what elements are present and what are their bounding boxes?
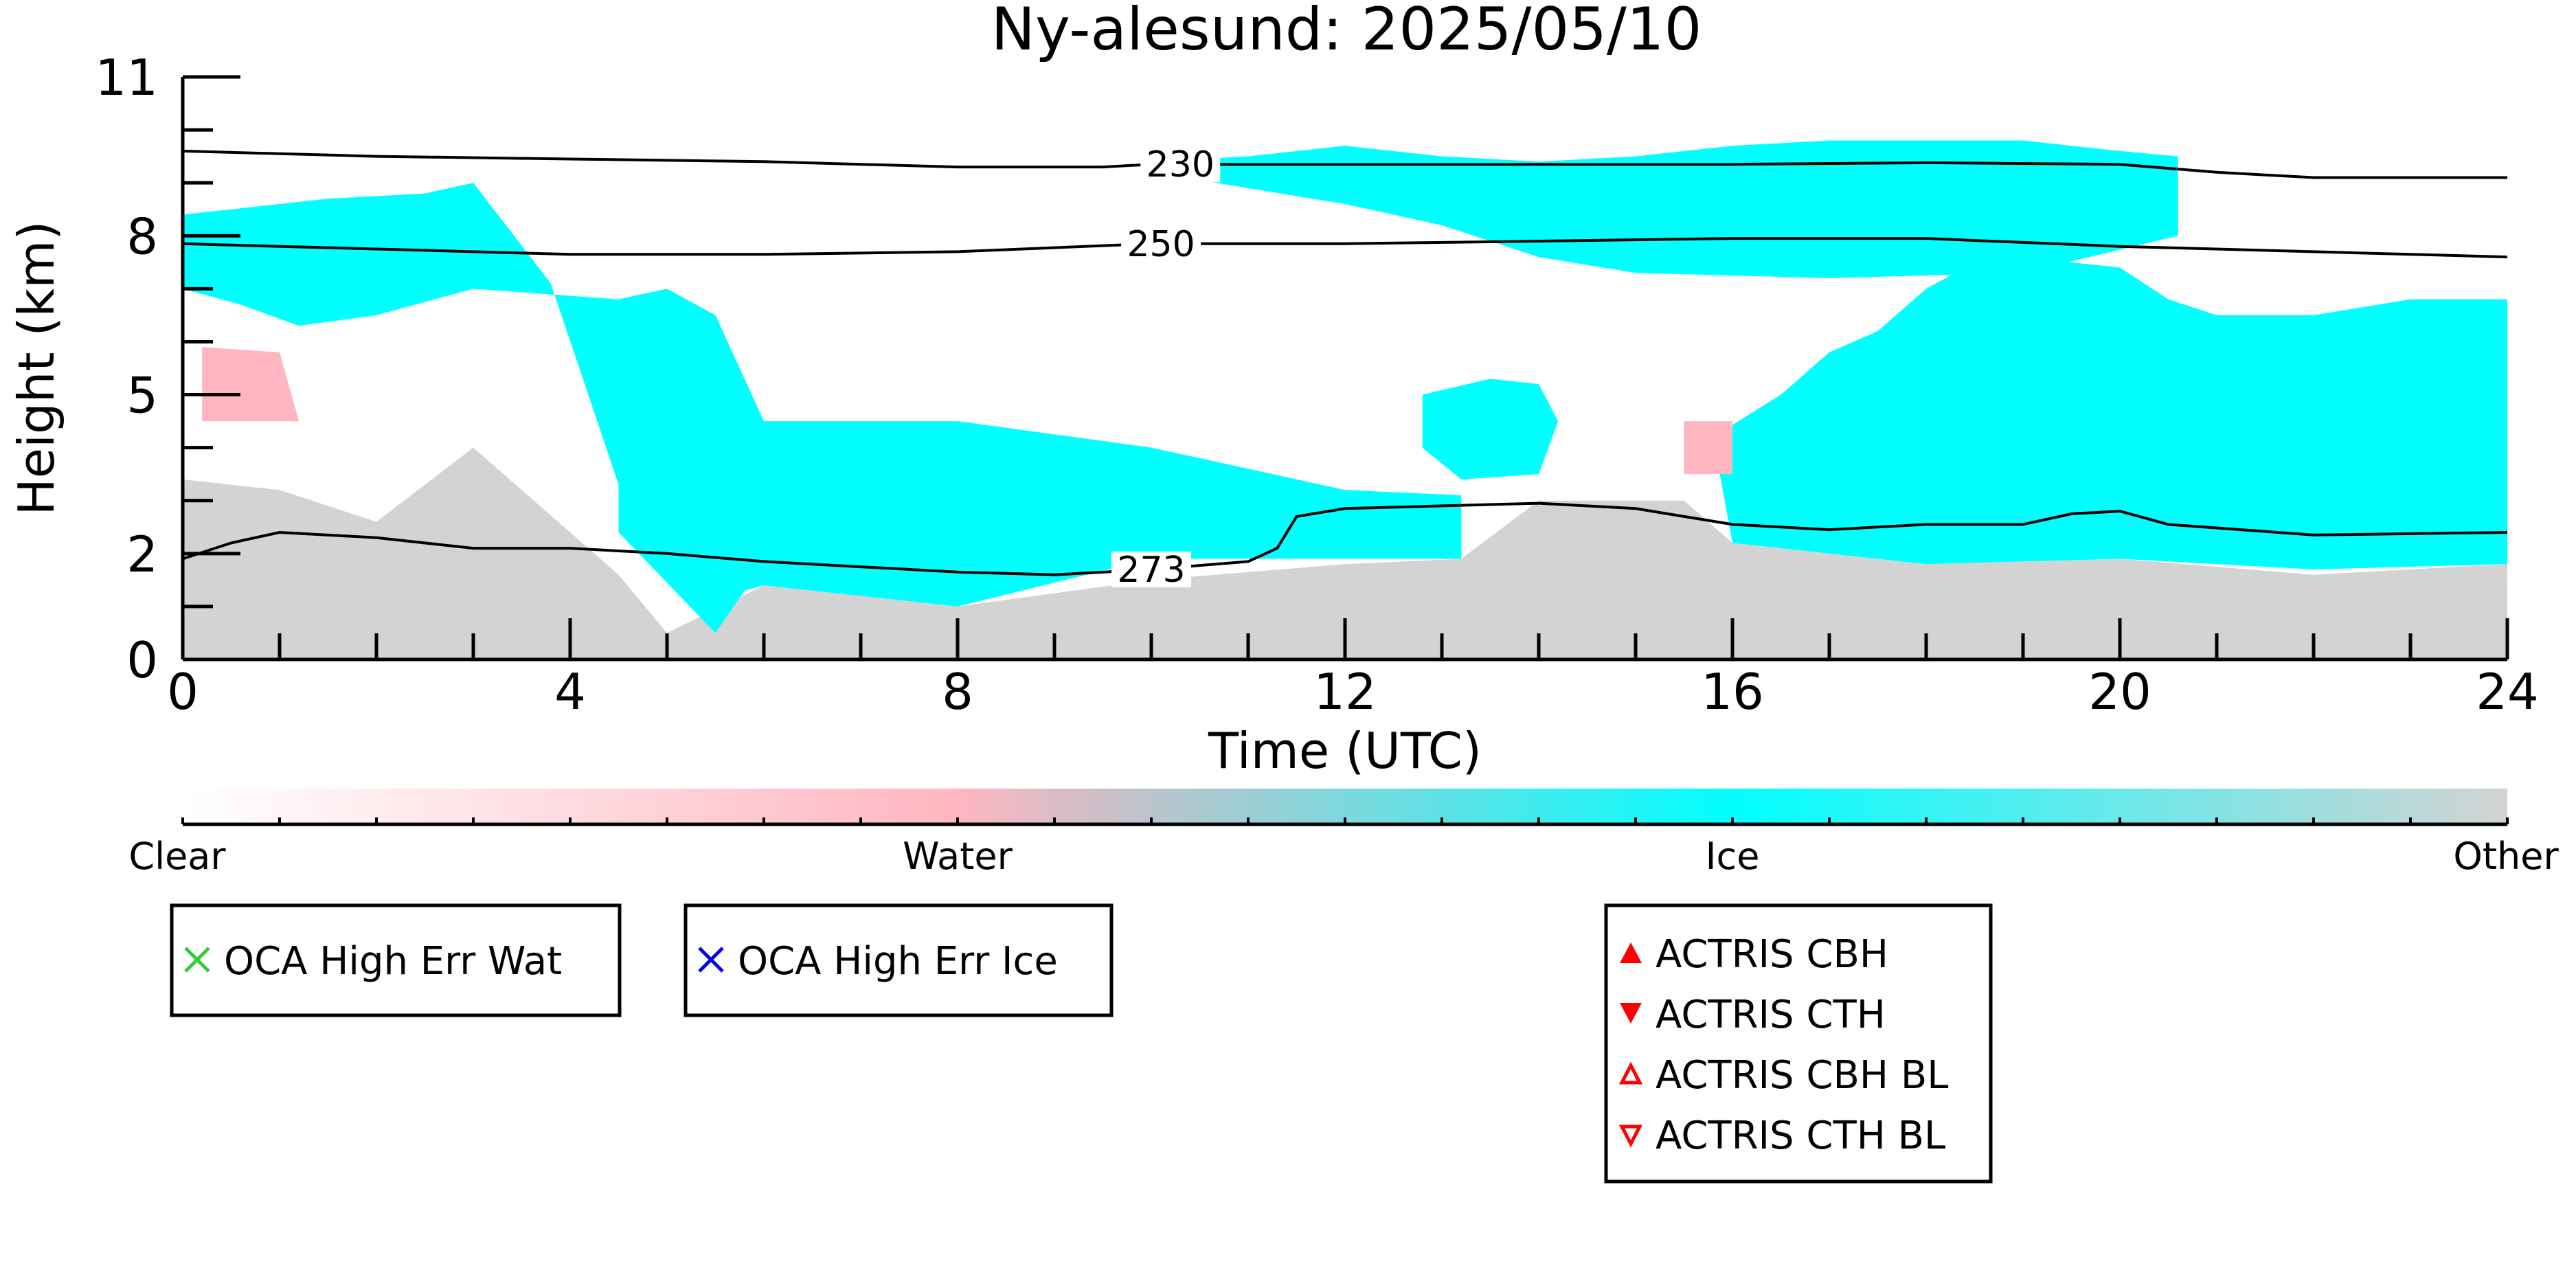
x-tick-label: 4 [554, 663, 586, 721]
legend-item-label: ACTRIS CTH [1656, 993, 1886, 1037]
legend-item-label: ACTRIS CBH BL [1656, 1053, 1948, 1098]
legend-oca-wat: OCA High Err Wat [170, 903, 622, 1017]
y-tick-label: 11 [95, 49, 158, 106]
legend-item-label: OCA High Err Ice [738, 939, 1058, 984]
contour-line-250 [182, 237, 2508, 259]
x-tick-label: 12 [1313, 663, 1377, 721]
colorbar-label-ice: Ice [1706, 835, 1760, 878]
x-tick-label: 8 [942, 663, 973, 721]
cloud-classification-regions [183, 140, 2507, 659]
y-tick-label: 5 [126, 367, 158, 425]
x-ticks: 0 4 8 12 16 20 24 [167, 618, 2539, 721]
ice-region-0 [183, 183, 1462, 633]
y-ticks: 0 2 5 8 11 [95, 49, 240, 689]
legend-oca-ice: OCA High Err Ice [683, 903, 1114, 1017]
x-tick-label: 20 [2088, 663, 2151, 721]
x-tick-label: 16 [1701, 663, 1764, 721]
contour-line-273 [182, 501, 2508, 576]
contour-line-230 [182, 149, 2507, 179]
contour-label-273: 273 [1117, 550, 1185, 591]
x-tick-label: 24 [2476, 663, 2539, 721]
ice-region-1 [1151, 140, 2178, 278]
triangle-down-filled-icon [1620, 1003, 1642, 1024]
contour-label-background [1121, 225, 1201, 262]
legend-box [170, 903, 622, 1017]
temperature-contours: 230 250 273 [182, 144, 2508, 591]
plot-area: 230 250 273 [182, 77, 2508, 659]
other-region-0 [183, 447, 2507, 659]
legend-actris: ACTRIS CBH ACTRIS CTH ACTRIS CBH BL ACTR… [1604, 903, 1993, 1184]
x-marker-icon [184, 947, 210, 973]
colorbar-label-other: Other [2453, 835, 2559, 878]
colorbar-label-clear: Clear [128, 835, 226, 878]
legend-item-label: ACTRIS CBH [1656, 932, 1888, 977]
contour-label-230: 230 [1146, 144, 1214, 185]
ice-region-3 [1422, 379, 1559, 479]
x-axis-label: Time (UTC) [1208, 722, 1482, 780]
contour-label-250: 250 [1127, 224, 1195, 265]
triangle-up-open-icon [1618, 1061, 1643, 1085]
legend-item-label: ACTRIS CTH BL [1656, 1114, 1945, 1158]
colorbar-label-water: Water [903, 835, 1013, 878]
y-tick-label: 2 [126, 526, 158, 583]
y-axis-label: Height (km) [8, 221, 65, 516]
triangle-down-open-icon [1618, 1125, 1643, 1148]
colorbar: Clear Water Ice Other [128, 789, 2559, 878]
legend-box [1604, 903, 1993, 1184]
contour-label-background [1140, 146, 1221, 183]
x-marker-icon [698, 947, 724, 973]
water-region-0 [202, 347, 300, 422]
water-region-1 [1684, 421, 1732, 475]
chart-title: Ny-alesund: 2025/05/10 [991, 0, 1702, 64]
y-tick-label: 0 [126, 631, 158, 689]
ice-region-2 [1713, 257, 2507, 569]
x-tick-label: 0 [167, 663, 199, 721]
y-tick-label: 8 [126, 207, 158, 265]
legend-item-label: OCA High Err Wat [224, 939, 562, 984]
legend-box [683, 903, 1114, 1017]
colorbar-ticks [181, 817, 2509, 824]
contour-label-background [1111, 551, 1191, 587]
triangle-up-filled-icon [1620, 942, 1642, 963]
